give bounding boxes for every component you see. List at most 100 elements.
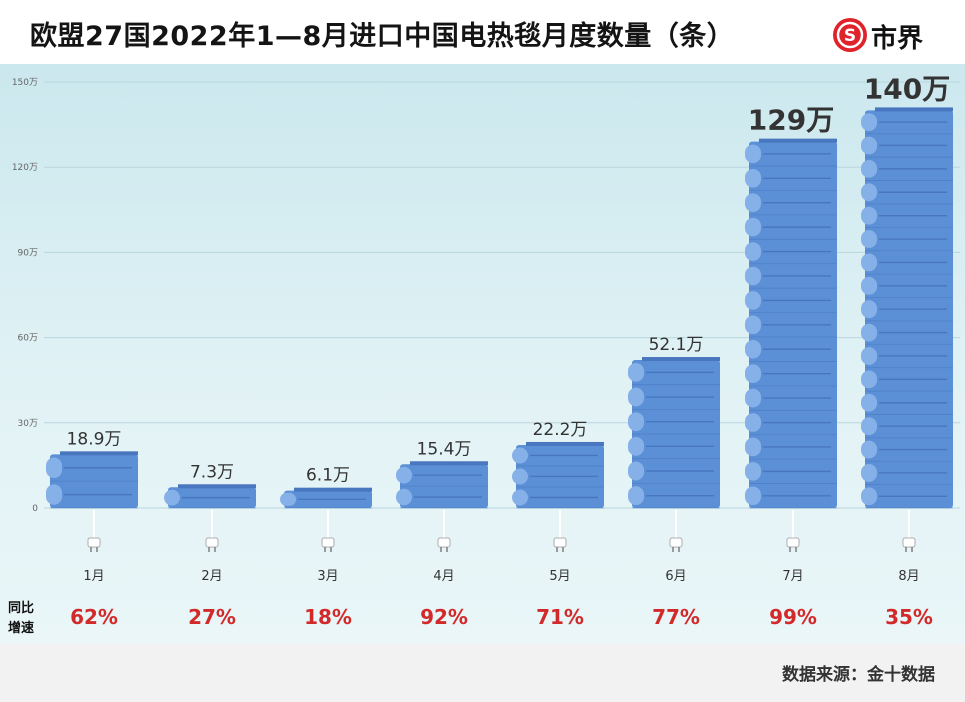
bar-6	[628, 357, 720, 509]
roll-edge	[46, 484, 62, 505]
category-label-5: 5月	[549, 569, 570, 584]
roll-edge	[745, 462, 761, 481]
roll-edge	[745, 339, 761, 359]
roll-edge	[861, 300, 877, 319]
roll-edge	[745, 364, 761, 383]
header: 欧盟27国2022年1—8月进口中国电热毯月度数量（条） S 市界	[0, 0, 965, 64]
value-label-2: 7.3万	[190, 462, 234, 482]
plot-area: 0 30万 60万 90万 120万 150万 18.9万 1月 62% 7.3万 2月 27% 6.1…	[0, 64, 965, 644]
plug-icon	[669, 537, 683, 552]
bar-top-flap	[526, 441, 604, 446]
value-label-1: 18.9万	[67, 429, 122, 449]
roll-edge	[861, 230, 877, 248]
data-source: 数据来源：金十数据	[782, 665, 935, 685]
growth-rate-6: 77%	[652, 605, 700, 629]
roll-edge	[861, 440, 877, 459]
roll-edge	[628, 362, 644, 382]
roll-edge	[164, 489, 180, 506]
category-label-8: 8月	[898, 569, 919, 584]
roll-edge	[745, 437, 761, 457]
roll-edge	[861, 393, 877, 412]
value-label-3: 6.1万	[306, 466, 350, 486]
logo-s-icon: S	[833, 18, 867, 52]
growth-rate-2: 27%	[188, 605, 236, 629]
roll-edge	[745, 217, 761, 237]
roll-edge	[745, 291, 761, 310]
bar-4	[396, 461, 488, 509]
roll-edge	[861, 417, 877, 436]
roll-edge	[745, 388, 761, 408]
roll-edge	[628, 486, 644, 506]
bar-chart: 0 30万 60万 90万 120万 150万 18.9万 1月 62% 7.3万 2月 27% 6.1…	[12, 72, 960, 629]
logo-symbol: S	[844, 26, 856, 46]
plug-icon	[437, 537, 451, 552]
roll-edge	[745, 315, 761, 335]
roll-edge	[628, 387, 644, 407]
roll-edge	[745, 486, 761, 506]
category-label-3: 3月	[317, 569, 338, 584]
roll-edge	[745, 168, 761, 188]
category-label-2: 2月	[201, 569, 222, 584]
roll-edge	[861, 159, 877, 178]
bar-top-flap	[642, 357, 720, 362]
value-label-6: 52.1万	[649, 335, 704, 355]
roll-edge	[745, 242, 761, 261]
roll-edge	[861, 113, 877, 131]
growth-rate-1: 62%	[70, 605, 118, 629]
y-tick-label: 0	[32, 504, 38, 514]
bar-5	[512, 441, 604, 509]
growth-rate-3: 18%	[304, 605, 352, 629]
roll-edge	[861, 464, 877, 482]
value-label-4: 15.4万	[417, 439, 472, 459]
bar-8	[861, 107, 953, 509]
growth-rate-4: 92%	[420, 605, 468, 629]
roll-edge	[512, 468, 528, 485]
bar-top-flap	[410, 461, 488, 466]
plug-icon	[87, 537, 101, 552]
logo-text: 市界	[871, 24, 924, 54]
growth-rate-8: 35%	[885, 605, 933, 629]
y-tick-label: 90万	[18, 248, 38, 258]
bar-7	[745, 138, 837, 509]
plug-icon	[786, 537, 800, 552]
plug-body	[786, 537, 800, 548]
plug-body	[205, 537, 219, 548]
bar-top-flap	[875, 107, 953, 112]
bar-top-flap	[294, 487, 372, 492]
growth-rate-7: 99%	[769, 605, 817, 629]
roll-edge	[861, 206, 877, 225]
y-tick-label: 120万	[12, 163, 38, 173]
growth-rate-5: 71%	[536, 605, 584, 629]
roll-edge	[280, 492, 296, 506]
plug-body	[437, 537, 451, 548]
plug-body	[87, 537, 101, 548]
roll-edge	[46, 457, 62, 478]
roll-edge	[396, 466, 412, 484]
plug-icon	[205, 537, 219, 552]
roll-edge	[628, 412, 644, 432]
growth-row-label: 同比 增速	[6, 599, 36, 639]
roll-edge	[745, 144, 761, 164]
roll-edge	[512, 447, 528, 464]
y-tick-label: 150万	[12, 78, 38, 88]
growth-row-label-line: 同比	[7, 601, 34, 616]
bar-3	[280, 487, 372, 509]
category-label-7: 7月	[782, 569, 803, 584]
growth-row-label-line: 增速	[7, 621, 34, 636]
bar-top-flap	[60, 451, 138, 456]
roll-edge	[861, 276, 877, 295]
plug-icon	[902, 537, 916, 552]
roll-edge	[861, 347, 877, 365]
roll-edge	[745, 193, 761, 212]
category-label-4: 4月	[433, 569, 454, 584]
y-tick-label: 60万	[18, 334, 38, 344]
roll-edge	[628, 436, 644, 456]
plug-body	[669, 537, 683, 548]
roll-edge	[745, 266, 761, 286]
bar-top-flap	[759, 138, 837, 143]
value-label-8: 140万	[864, 72, 950, 105]
plug-body	[553, 537, 567, 548]
bar-top-flap	[178, 484, 256, 489]
bar-1	[46, 451, 138, 509]
plug-icon	[321, 537, 335, 552]
